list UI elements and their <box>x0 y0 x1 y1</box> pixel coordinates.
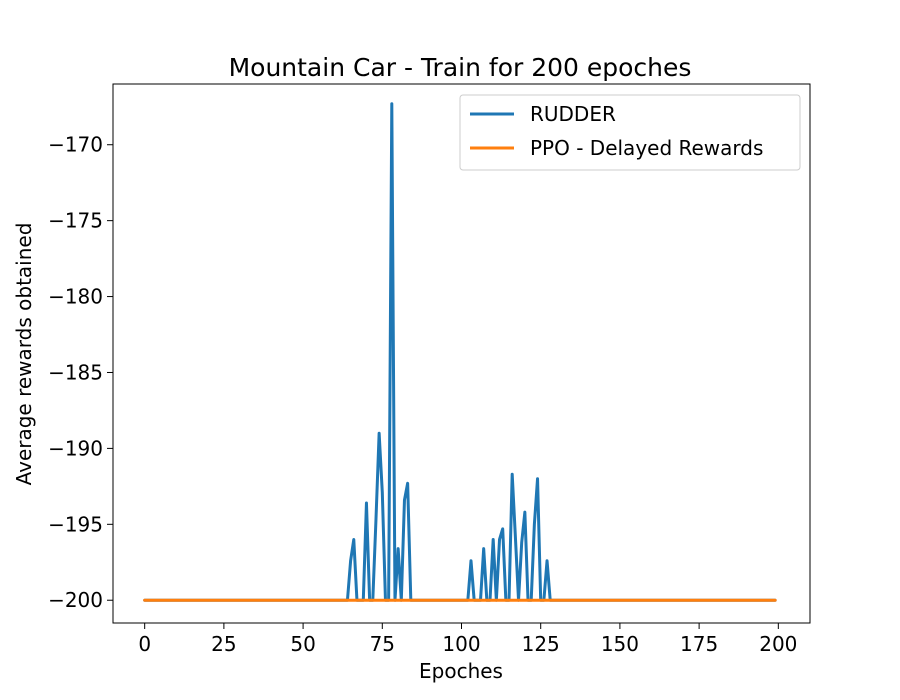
x-tick-label: 150 <box>601 632 639 656</box>
y-tick-label: −185 <box>48 360 103 384</box>
legend-label-0: RUDDER <box>530 102 616 126</box>
x-tick-label: 100 <box>442 632 480 656</box>
y-tick-label: −190 <box>48 436 103 460</box>
y-tick-label: −195 <box>48 512 103 536</box>
x-axis: 0 25 50 75 100 125 150 175 200 <box>138 623 797 656</box>
x-tick-label: 0 <box>138 632 151 656</box>
plot-area <box>143 102 777 602</box>
chart-title: Mountain Car - Train for 200 epoches <box>229 53 692 82</box>
x-tick-label: 200 <box>759 632 797 656</box>
legend-label-1: PPO - Delayed Rewards <box>530 136 763 160</box>
x-tick-label: 25 <box>211 632 236 656</box>
x-tick-label: 125 <box>522 632 560 656</box>
series-line-0 <box>143 102 777 602</box>
x-tick-label: 75 <box>370 632 395 656</box>
y-axis: −200 −195 −190 −185 −180 −175 −170 <box>48 133 113 612</box>
legend-box <box>459 94 801 171</box>
x-axis-label: Epoches <box>419 659 503 683</box>
y-axis-label: Average rewards obtained <box>12 223 36 486</box>
y-tick-label: −175 <box>48 209 103 233</box>
legend: RUDDER PPO - Delayed Rewards <box>459 94 801 171</box>
x-tick-label: 175 <box>680 632 718 656</box>
y-tick-label: −200 <box>48 588 103 612</box>
y-tick-label: −180 <box>48 285 103 309</box>
x-tick-label: 50 <box>290 632 315 656</box>
y-tick-label: −170 <box>48 133 103 157</box>
